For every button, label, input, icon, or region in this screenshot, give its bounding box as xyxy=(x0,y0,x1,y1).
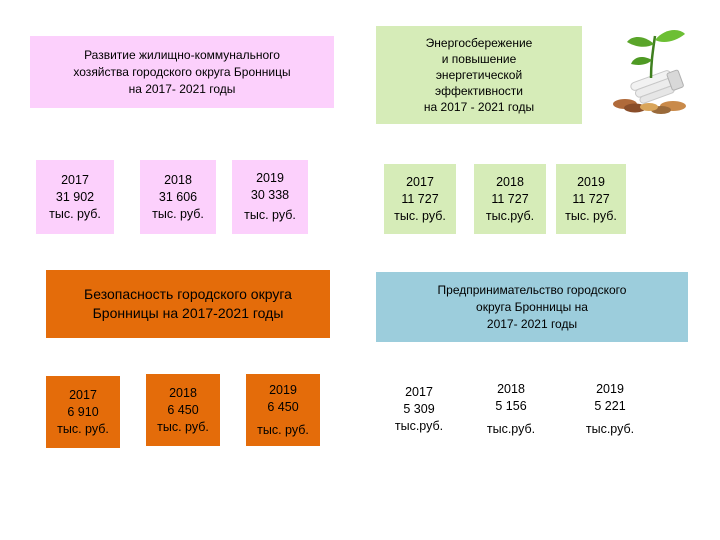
year-label: 2018 xyxy=(496,174,524,189)
amount: 5 156 xyxy=(495,398,527,413)
unit: тыс.руб. xyxy=(485,208,535,223)
business-title-line-1: Предпринимательство городского xyxy=(437,282,627,297)
business-year-2017: 2017 5 309 тыс.руб. xyxy=(384,376,454,442)
year-label: 2017 xyxy=(405,384,433,399)
housing-year-2019: 2019 30 338 тыс. руб. xyxy=(232,160,308,234)
year-label: 2019 xyxy=(577,174,605,189)
safety-year-2017: 2017 6 910 тыс. руб. xyxy=(46,376,120,448)
plant-lightbulb-coins-icon xyxy=(613,30,686,114)
year-label: 2018 xyxy=(497,381,525,396)
energy-year-2018: 2018 11 727 тыс.руб. xyxy=(474,164,546,234)
year-label: 2019 xyxy=(269,382,297,397)
unit: тыс. руб. xyxy=(394,208,446,223)
amount: 5 309 xyxy=(403,401,435,416)
business-title-line-2: округа Бронницы на xyxy=(476,299,588,314)
business-year-2019: 2019 5 221 тыс.руб. xyxy=(572,376,648,442)
year-label: 2019 xyxy=(596,381,624,396)
amount: 6 450 xyxy=(167,402,199,417)
housing-year-2017: 2017 31 902 тыс. руб. xyxy=(36,160,114,234)
safety-year-2019: 2019 6 450 тыс. руб. xyxy=(246,374,320,446)
unit: тыс. руб. xyxy=(57,421,109,436)
energy-title-line-3: энергетической xyxy=(435,68,523,82)
year-label: 2018 xyxy=(169,385,197,400)
safety-year-2018: 2018 6 450 тыс. руб. xyxy=(146,374,220,446)
unit: тыс. руб. xyxy=(565,208,617,223)
year-label: 2019 xyxy=(256,171,284,185)
energy-title-line-4: эффективности xyxy=(434,84,523,98)
business-title-line-3: 2017- 2021 годы xyxy=(486,316,578,331)
amount: 11 727 xyxy=(572,191,610,206)
amount: 11 727 xyxy=(491,191,529,206)
unit: тыс.руб. xyxy=(486,421,536,436)
housing-title-line-3: на 2017- 2021 годы xyxy=(128,81,236,96)
unit: тыс. руб. xyxy=(152,206,204,221)
housing-title-line-2: хозяйства городского округа Бронницы xyxy=(73,64,291,79)
business-year-2018: 2018 5 156 тыс.руб. xyxy=(474,376,548,442)
safety-program-title: Безопасность городского округа Бронницы … xyxy=(46,270,330,338)
energy-year-2017: 2017 11 727 тыс. руб. xyxy=(384,164,456,234)
amount: 31 902 xyxy=(55,189,95,204)
energy-title-line-5: на 2017 - 2021 годы xyxy=(423,100,535,114)
amount: 6 450 xyxy=(267,399,299,414)
energy-title-line-2: и повышение xyxy=(441,52,517,66)
unit: тыс. руб. xyxy=(257,422,309,437)
housing-year-2018: 2018 31 606 тыс. руб. xyxy=(140,160,216,234)
energy-year-2019: 2019 11 727 тыс. руб. xyxy=(556,164,626,234)
amount: 31 606 xyxy=(158,189,198,204)
year-label: 2018 xyxy=(164,172,192,187)
amount: 11 727 xyxy=(401,191,439,206)
unit: тыс. руб. xyxy=(157,419,209,434)
unit: тыс.руб. xyxy=(394,418,444,433)
year-label: 2017 xyxy=(61,172,89,187)
year-label: 2017 xyxy=(69,387,97,402)
amount: 6 910 xyxy=(67,404,99,419)
business-program-title: Предпринимательство городского округа Бр… xyxy=(376,272,688,342)
unit: тыс. руб. xyxy=(244,208,296,222)
safety-title-line-2: Бронницы на 2017-2021 годы xyxy=(92,305,284,321)
year-label: 2017 xyxy=(406,174,434,189)
energy-title-line-1: Энергосбережение xyxy=(425,36,533,50)
unit: тыс. руб. xyxy=(49,206,101,221)
safety-title-line-1: Безопасность городского округа xyxy=(84,286,292,302)
energy-program-title: Энергосбережение и повышение энергетичес… xyxy=(376,26,582,124)
unit: тыс.руб. xyxy=(585,421,635,436)
amount: 30 338 xyxy=(250,188,290,202)
housing-program-title: Развитие жилищно-коммунального хозяйства… xyxy=(30,36,334,108)
amount: 5 221 xyxy=(594,398,626,413)
housing-title-line-1: Развитие жилищно-коммунального xyxy=(84,47,280,62)
